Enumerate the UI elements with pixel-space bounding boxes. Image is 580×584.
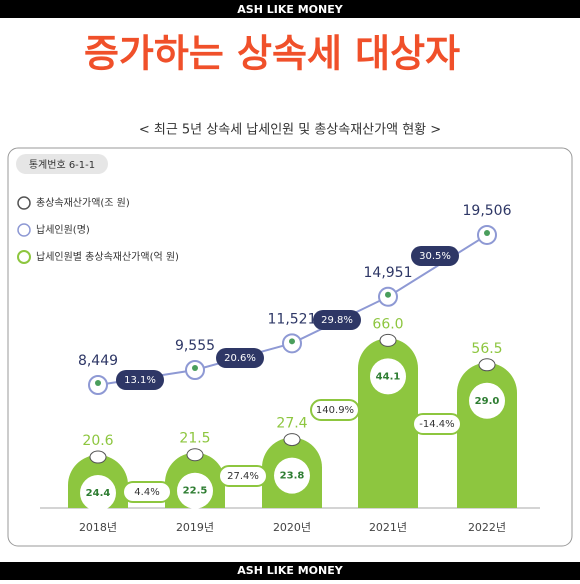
bar-value-label: 20.6 <box>82 433 113 449</box>
per-person-circle <box>177 472 213 509</box>
growth-label: 4.4% <box>134 487 159 498</box>
legend-icon <box>17 250 31 264</box>
growth-pill <box>216 348 264 368</box>
per-person-circle <box>370 358 406 395</box>
line-value-label: 9,555 <box>175 338 215 354</box>
badge: 통계번호 6-1-1 <box>29 159 95 171</box>
per-person-label: 23.8 <box>280 471 305 482</box>
person-icon <box>95 380 101 386</box>
growth-pill <box>218 465 268 487</box>
person-icon <box>385 291 391 298</box>
legend-label: 납세인원별 총상속재산가액(억 원) <box>36 251 179 263</box>
growth-pill <box>122 481 172 503</box>
per-person-circle <box>469 382 505 419</box>
line-value-label: 14,951 <box>364 265 413 281</box>
bar-value-label: 56.5 <box>471 341 502 357</box>
legend-icon <box>17 196 31 210</box>
piggy-icon <box>379 333 397 347</box>
growth-label: 13.1% <box>124 375 156 386</box>
top-banner <box>0 0 580 18</box>
growth-label: 20.6% <box>224 353 256 364</box>
line-value-label: 8,449 <box>78 353 118 369</box>
piggy-icon <box>478 358 496 372</box>
bar-value-label: 21.5 <box>179 431 210 447</box>
headline: 증가하는 상속세 대상자 <box>84 32 460 76</box>
growth-label: 29.8% <box>321 315 353 326</box>
growth-pill <box>310 399 360 421</box>
per-person-circle <box>80 475 116 512</box>
line-value-label: 19,506 <box>463 203 512 219</box>
person-icon <box>484 229 490 236</box>
brand: ASH LIKE MONEY <box>237 3 343 16</box>
x-tick-label: 2019년 <box>176 521 214 534</box>
bottom-banner <box>0 562 580 580</box>
growth-pill <box>411 246 459 266</box>
x-tick-label: 2021년 <box>369 521 407 534</box>
line-value-label: 11,521 <box>268 311 317 327</box>
growth-label: 27.4% <box>227 471 259 482</box>
legend-label: 납세인원(명) <box>36 224 90 236</box>
person-icon <box>192 364 198 371</box>
person-icon <box>289 338 295 345</box>
per-person-label: 29.0 <box>475 396 500 407</box>
growth-pill <box>116 370 164 390</box>
piggy-icon <box>186 448 204 462</box>
growth-label: 30.5% <box>419 251 451 262</box>
per-person-label: 24.4 <box>86 488 111 499</box>
bar-value-label: 66.0 <box>372 316 403 332</box>
growth-label: 140.9% <box>316 405 354 416</box>
badge-bg <box>16 154 108 174</box>
bar-value-label: 27.4 <box>276 416 307 432</box>
subtitle: < 최근 5년 상속세 납세인원 및 총상속재산가액 현황 > <box>139 123 441 138</box>
x-tick-label: 2018년 <box>79 521 117 534</box>
x-tick-label: 2022년 <box>468 521 506 534</box>
footer-brand: ASH LIKE MONEY <box>237 564 343 577</box>
piggy-icon <box>283 433 301 447</box>
per-person-label: 44.1 <box>376 371 401 382</box>
piggy-icon <box>89 450 107 464</box>
per-person-circle <box>274 457 310 494</box>
legend-icon <box>17 223 31 237</box>
x-tick-label: 2020년 <box>273 521 311 534</box>
legend-label: 총상속재산가액(조 원) <box>36 197 130 209</box>
growth-pill <box>313 310 361 330</box>
per-person-label: 22.5 <box>183 486 208 497</box>
growth-pill <box>412 413 462 435</box>
growth-label: -14.4% <box>419 419 454 430</box>
